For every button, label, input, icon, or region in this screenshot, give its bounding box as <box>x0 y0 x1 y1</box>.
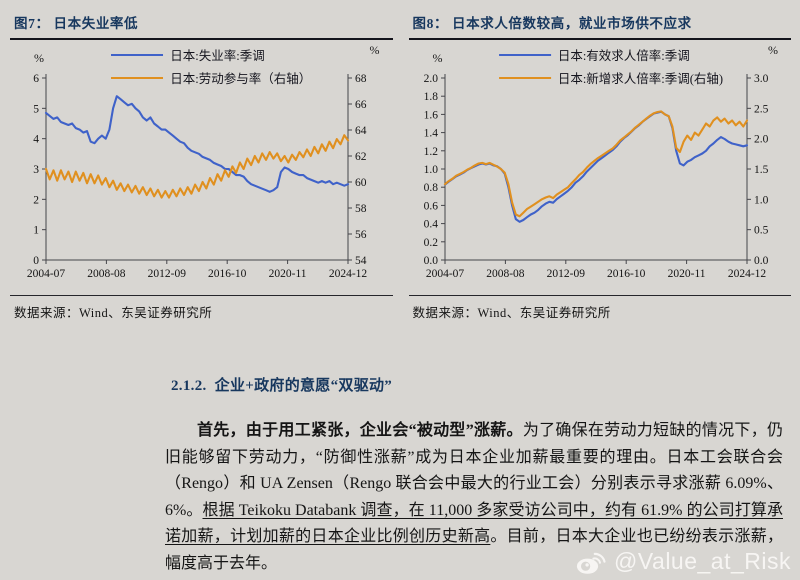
svg-text:0.2: 0.2 <box>423 237 438 249</box>
svg-text:2024-12: 2024-12 <box>727 268 766 280</box>
svg-text:68: 68 <box>355 73 367 85</box>
legend-label: 日本:劳动参与率（右轴） <box>170 72 312 86</box>
svg-text:1: 1 <box>33 225 39 237</box>
svg-text:0: 0 <box>33 255 39 267</box>
svg-text:1.0: 1.0 <box>423 164 438 176</box>
right-axis-unit: % <box>768 43 778 57</box>
right-axis-unit: % <box>369 43 380 57</box>
legend-item: 日本:有效求人倍率:季调 <box>498 45 723 64</box>
figure-7-chart: % % 日本:失业率:季调 日本:劳动参与率（右轴） 6 5 4 3 2 1 0 68 66 64 6… <box>10 42 393 294</box>
section-heading: 2.1.2. 企业+政府的意愿“双驱动” <box>171 378 393 394</box>
svg-text:2.5: 2.5 <box>754 103 769 115</box>
weibo-icon <box>576 552 606 574</box>
svg-text:66: 66 <box>355 99 367 111</box>
svg-text:3.0: 3.0 <box>754 73 769 85</box>
data-source: 数据来源：Wind、东吴证券研究所 <box>408 295 791 321</box>
svg-text:2008-08: 2008-08 <box>87 268 126 280</box>
svg-text:1.8: 1.8 <box>423 91 438 103</box>
watermark-text: @Value_at_Risk <box>614 548 791 574</box>
svg-text:64: 64 <box>355 125 367 137</box>
svg-text:58: 58 <box>355 203 367 215</box>
paragraph-segment: 根据 Teikoku Databank 调查，在 11,000 多家受访公司中，… <box>165 501 783 546</box>
svg-text:0.6: 0.6 <box>423 200 438 212</box>
svg-text:0.4: 0.4 <box>423 219 438 231</box>
svg-text:60: 60 <box>355 177 367 189</box>
svg-text:5: 5 <box>33 103 39 115</box>
legend-line-swatch <box>111 53 164 56</box>
svg-text:3: 3 <box>33 164 39 176</box>
legend-line-swatch <box>498 53 551 56</box>
svg-text:2: 2 <box>33 194 39 206</box>
svg-text:4: 4 <box>33 134 39 146</box>
plot-svg: 2.0 1.8 1.6 1.4 1.2 1.0 0.8 0.6 0.4 0.2 0.0 3.0 2.5 2… <box>423 73 769 280</box>
chart-legend: 日本:有效求人倍率:季调日本:新增求人倍率:季调(右轴) <box>498 45 724 87</box>
svg-text:2024-12: 2024-12 <box>329 268 368 280</box>
paragraph-segment: 。目前，日本大企业也已纷纷表示涨薪，幅度高于去年。 <box>165 528 783 572</box>
svg-text:1.0: 1.0 <box>754 194 769 206</box>
svg-text:54: 54 <box>355 255 367 267</box>
svg-text:2020-11: 2020-11 <box>667 268 705 280</box>
svg-text:2004-07: 2004-07 <box>27 268 66 280</box>
svg-text:2012-09: 2012-09 <box>546 268 585 280</box>
svg-text:2.0: 2.0 <box>754 134 769 146</box>
svg-text:1.4: 1.4 <box>423 128 438 140</box>
legend-item: 日本:劳动参与率（右轴） <box>111 68 311 87</box>
figure-panel-8: 图8： 日本求人倍数较高，就业市场供不应求 % % 日本:有效求人倍率:季调 日本… <box>408 8 792 321</box>
figure-8-chart: % % 日本:有效求人倍率:季调日本:新增求人倍率:季调(右轴) 2.0 1.8 1… <box>409 42 792 294</box>
svg-text:56: 56 <box>355 229 367 241</box>
svg-text:1.6: 1.6 <box>423 109 438 121</box>
legend-item: 日本:失业率:季调 <box>111 45 311 64</box>
legend-label: 日本:新增求人倍率:季调(右轴) <box>557 72 724 86</box>
svg-text:0.5: 0.5 <box>754 225 769 237</box>
body-paragraph: 首先，由于用工紧张，企业会“被动型”涨薪。为了确保在劳动力短缺的情况下，仍旧能够… <box>165 418 783 577</box>
watermark: @Value_at_Risk <box>576 548 791 575</box>
legend-item: 日本:新增求人倍率:季调(右轴) <box>498 68 724 87</box>
left-axis-unit: % <box>34 51 44 65</box>
svg-text:2016-10: 2016-10 <box>607 268 646 280</box>
figure-7-title: 图7： 日本失业率低 <box>10 8 393 40</box>
legend-label: 日本:有效求人倍率:季调 <box>557 49 690 63</box>
svg-text:2020-11: 2020-11 <box>269 268 307 280</box>
body-text: 2.1.2. 企业+政府的意愿“双驱动” 首先，由于用工紧张，企业会“被动型”涨… <box>165 374 783 577</box>
svg-text:1.2: 1.2 <box>423 146 438 158</box>
svg-text:62: 62 <box>355 151 367 163</box>
legend-label: 日本:失业率:季调 <box>170 49 265 63</box>
svg-text:0.8: 0.8 <box>423 182 438 194</box>
svg-text:2012-09: 2012-09 <box>148 268 187 280</box>
svg-text:1.5: 1.5 <box>754 164 769 176</box>
svg-text:0.0: 0.0 <box>423 255 438 267</box>
svg-text:2008-08: 2008-08 <box>486 268 525 280</box>
paragraph-segment: 首先，由于用工紧张，企业会“被动型”涨薪。 <box>197 422 523 439</box>
svg-text:2016-10: 2016-10 <box>208 268 247 280</box>
svg-text:2.0: 2.0 <box>423 73 438 85</box>
svg-text:6: 6 <box>33 73 39 85</box>
legend-line-swatch <box>498 76 551 79</box>
figure-8-title: 图8： 日本求人倍数较高，就业市场供不应求 <box>408 8 791 40</box>
chart-legend: 日本:失业率:季调日本:劳动参与率（右轴） <box>111 45 311 87</box>
legend-line-swatch <box>111 76 164 79</box>
paragraph-segment: 为了确保在劳动力短缺的情况下，仍旧能够留下劳动力，“防御性涨薪”成为日本企业加薪… <box>165 422 783 519</box>
svg-text:2004-07: 2004-07 <box>425 268 464 280</box>
left-axis-unit: % <box>432 51 443 65</box>
svg-text:0.0: 0.0 <box>754 255 769 267</box>
data-source: 数据来源：Wind、东吴证券研究所 <box>10 295 393 321</box>
